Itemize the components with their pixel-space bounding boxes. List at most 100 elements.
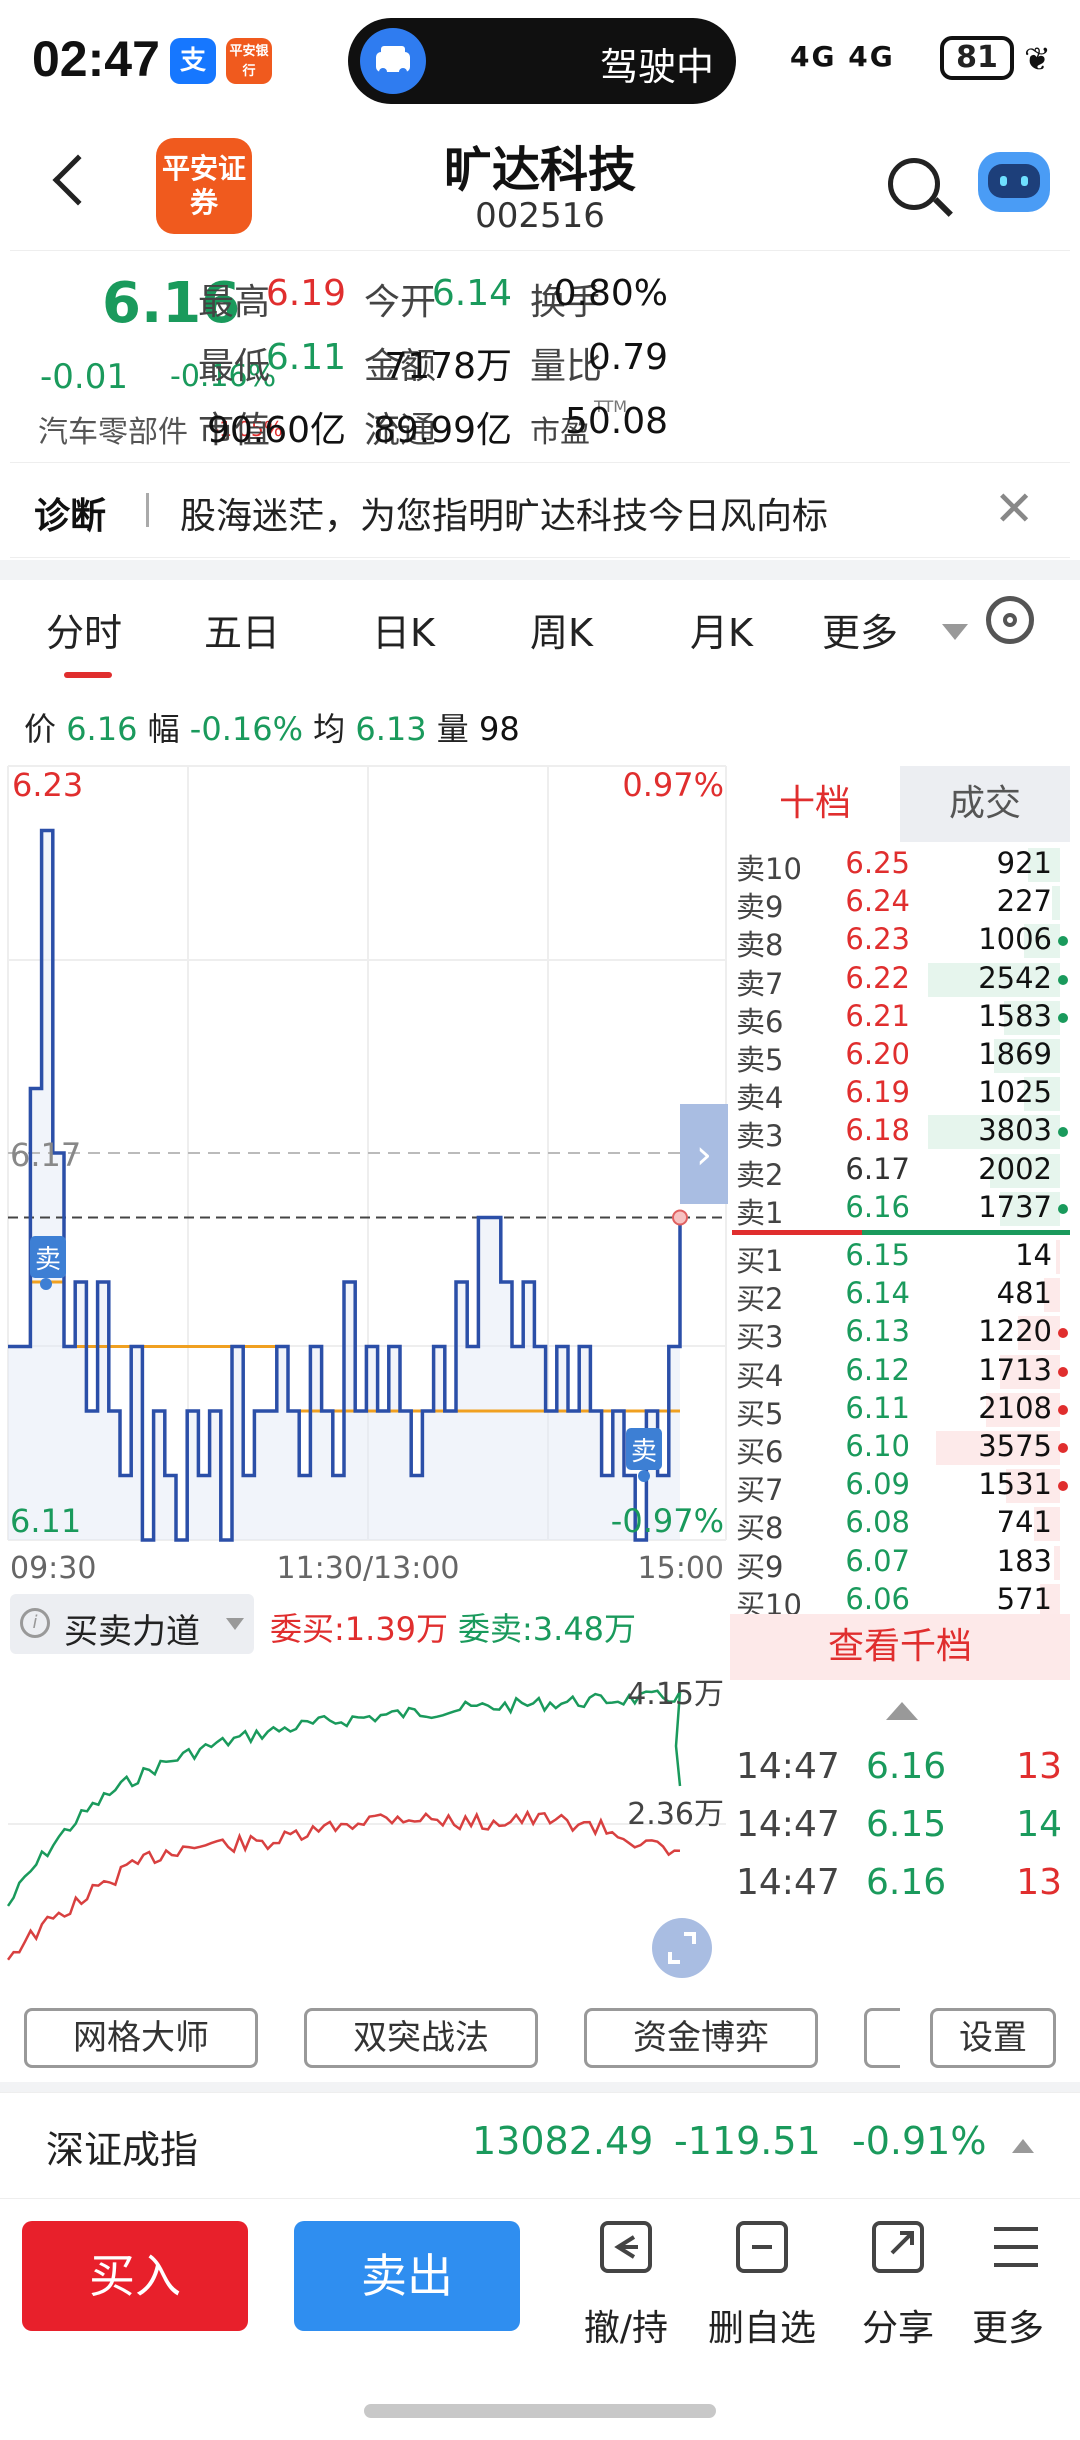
level-dot bbox=[1058, 1328, 1068, 1339]
bid-row[interactable]: 买2 6.14 481 bbox=[730, 1276, 1070, 1316]
level-dot bbox=[1058, 1203, 1068, 1214]
robot-assistant-icon[interactable] bbox=[978, 152, 1050, 212]
volume-bar bbox=[1044, 1278, 1060, 1313]
gear-icon[interactable] bbox=[986, 596, 1034, 644]
tab-five-day[interactable]: 五日 bbox=[204, 611, 281, 655]
ask-row[interactable]: 卖3 6.18 3803 bbox=[730, 1113, 1070, 1153]
ask-row[interactable]: 卖2 6.17 2002 bbox=[730, 1152, 1070, 1192]
chevron-down-icon[interactable] bbox=[942, 624, 968, 640]
cancel-hold-label: 撤/持 bbox=[583, 2308, 669, 2349]
ask-row[interactable]: 卖6 6.21 1583 bbox=[730, 999, 1070, 1039]
tab-daily-k[interactable]: 日K bbox=[372, 611, 435, 655]
order-book-divider bbox=[732, 1230, 1070, 1235]
price-change: -0.01 bbox=[40, 357, 128, 397]
search-icon[interactable] bbox=[888, 158, 940, 210]
volume-bar bbox=[1018, 1316, 1060, 1351]
stat-label-low: 最低 bbox=[198, 346, 271, 387]
level-price: 6.20 bbox=[845, 1037, 910, 1071]
sell-marker-2-label: 卖 bbox=[631, 1437, 657, 1467]
share-action[interactable]: 分享 bbox=[832, 2221, 952, 2371]
level-price: 6.16 bbox=[845, 1189, 910, 1224]
sell-marker-1[interactable]: 卖 bbox=[30, 1236, 66, 1290]
level-volume: 481 bbox=[996, 1276, 1052, 1311]
ask-row[interactable]: 卖4 6.19 1025 bbox=[730, 1075, 1070, 1115]
collapse-icon[interactable] bbox=[652, 1918, 712, 1978]
settings-button[interactable]: 设置 bbox=[930, 2008, 1056, 2068]
buy-button[interactable]: 买入 bbox=[22, 2221, 248, 2331]
sector-name[interactable]: 汽车零部件 bbox=[38, 415, 188, 450]
alipay-icon: 支 bbox=[170, 38, 216, 84]
info-avg: 6.13 bbox=[355, 710, 427, 748]
bid-row[interactable]: 买7 6.09 1531 bbox=[730, 1467, 1070, 1507]
index-bar[interactable]: 深证成指 13082.49 -119.51 -0.91% bbox=[0, 2092, 1080, 2192]
tab-monthly-k[interactable]: 月K bbox=[690, 611, 753, 655]
more-action[interactable]: 更多 bbox=[950, 2221, 1070, 2371]
bid-row[interactable]: 买3 6.13 1220 bbox=[730, 1314, 1070, 1354]
ask-row[interactable]: 卖9 6.24 227 bbox=[730, 884, 1070, 924]
level-label: 卖2 bbox=[736, 1157, 784, 1192]
bid-row[interactable]: 买4 6.12 1713 bbox=[730, 1353, 1070, 1393]
expand-orderbook-button[interactable]: › bbox=[680, 1104, 728, 1204]
double-breakout-button[interactable]: 双突战法 bbox=[304, 2008, 538, 2068]
ask-row[interactable]: 卖1 6.16 1737 bbox=[730, 1189, 1070, 1230]
level-dot bbox=[1058, 1127, 1068, 1138]
volume-bar bbox=[936, 1431, 1060, 1465]
ask-row[interactable]: 卖10 6.25 921 bbox=[730, 846, 1070, 886]
power-selector[interactable]: i 买卖力道 bbox=[10, 1594, 254, 1654]
level-price: 6.07 bbox=[845, 1543, 910, 1578]
fund-game-button[interactable]: 资金博弈 bbox=[584, 2008, 818, 2068]
ask-row[interactable]: 卖7 6.22 2542 bbox=[730, 961, 1070, 1001]
level-dot bbox=[1058, 1481, 1068, 1492]
diagnosis-bar[interactable]: 诊断 股海迷茫，为您指明旷达科技今日风向标 ✕ bbox=[10, 462, 1070, 558]
tab-intraday[interactable]: 分时 bbox=[46, 611, 123, 655]
info-icon[interactable]: i bbox=[20, 1608, 50, 1638]
share-label: 分享 bbox=[861, 2308, 934, 2349]
sell-button[interactable]: 卖出 bbox=[294, 2221, 520, 2331]
close-icon[interactable]: ✕ bbox=[994, 481, 1035, 537]
cancel-hold-action[interactable]: 撤/持 bbox=[560, 2221, 680, 2371]
level-price: 6.09 bbox=[845, 1467, 910, 1502]
bid-row[interactable]: 买1 6.15 14 bbox=[730, 1238, 1070, 1278]
volume-bar bbox=[1028, 848, 1060, 882]
time-start-label: 09:30 bbox=[10, 1551, 96, 1586]
tool-button-partial[interactable] bbox=[864, 2008, 900, 2068]
remove-watchlist-action[interactable]: 删自选 bbox=[696, 2221, 816, 2371]
volume-bar bbox=[1004, 1000, 1060, 1035]
tick-time: 14:47 bbox=[736, 1746, 840, 1787]
level-price: 6.11 bbox=[845, 1390, 910, 1425]
chart-info-line: 价 6.16 幅 -0.16% 均 6.13 量 98 bbox=[24, 704, 520, 750]
level-volume: 3575 bbox=[978, 1429, 1052, 1463]
power-max-label: 4.15万 bbox=[627, 1677, 724, 1712]
stat-label-amount: 金额 bbox=[364, 346, 437, 387]
info-price-label: 价 bbox=[24, 710, 57, 748]
grid-master-button[interactable]: 网格大师 bbox=[24, 2008, 258, 2068]
sell-marker-2[interactable]: 卖 bbox=[626, 1428, 662, 1482]
tab-weekly-k[interactable]: 周K bbox=[530, 611, 593, 655]
ask-row[interactable]: 卖8 6.23 1006 bbox=[730, 922, 1070, 962]
chevron-up-icon[interactable] bbox=[886, 1702, 918, 1720]
view-thousand-levels-button[interactable]: 查看千档 bbox=[730, 1614, 1070, 1680]
level-volume: 1220 bbox=[978, 1314, 1052, 1349]
stat-label-pe-ttm: TTM bbox=[594, 397, 628, 416]
driving-pill[interactable]: 驾驶中 bbox=[348, 18, 736, 104]
bid-row[interactable]: 买5 6.11 2108 bbox=[730, 1390, 1070, 1431]
tab-ten-levels[interactable]: 十档 bbox=[730, 766, 900, 842]
volume-bar bbox=[928, 1115, 1060, 1150]
bid-row[interactable]: 买8 6.08 741 bbox=[730, 1505, 1070, 1545]
intraday-chart[interactable]: 6.23 0.97% 6.17 6.11 -0.97% 09:30 11:30/… bbox=[0, 760, 730, 1590]
level-label: 买4 bbox=[736, 1358, 784, 1393]
home-indicator[interactable] bbox=[364, 2404, 716, 2418]
tab-trades[interactable]: 成交 bbox=[900, 766, 1070, 842]
bid-row[interactable]: 买9 6.07 183 bbox=[730, 1543, 1070, 1584]
car-icon bbox=[360, 28, 426, 94]
level-price: 6.24 bbox=[845, 884, 910, 919]
bid-row[interactable]: 买6 6.10 3575 bbox=[730, 1429, 1070, 1469]
level-label: 买3 bbox=[736, 1320, 784, 1355]
ask-row[interactable]: 卖5 6.20 1869 bbox=[730, 1037, 1070, 1077]
level-volume: 1006 bbox=[978, 922, 1052, 957]
quote-panel: 6.16 -0.01 -0.16% 汽车零部件 -1.05% 最高 6.19 今… bbox=[10, 250, 1070, 460]
share-icon bbox=[872, 2221, 924, 2273]
tab-more[interactable]: 更多 bbox=[822, 611, 899, 655]
volume-bar bbox=[1034, 1507, 1060, 1542]
chevron-up-icon[interactable] bbox=[1012, 2139, 1034, 2153]
